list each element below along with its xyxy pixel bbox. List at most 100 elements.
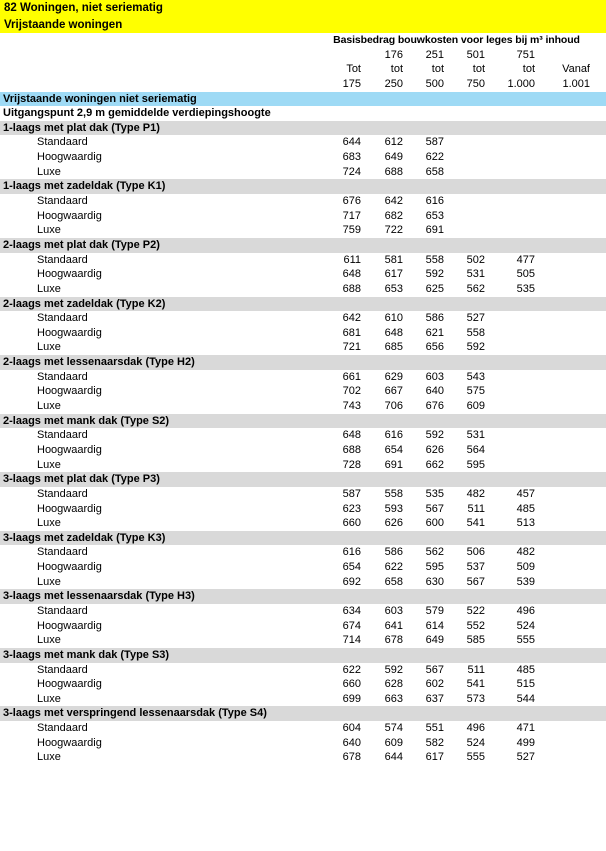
group-header-row: 2-laags met zadeldak (Type K2)	[0, 296, 606, 312]
row-label: Hoogwaardig	[37, 268, 102, 281]
table-row: Luxe 692 658 630 567 539	[0, 575, 606, 590]
group-title: 3-laags met verspringend lessenaarsdak (…	[3, 707, 267, 720]
value-cell: 743	[342, 400, 361, 413]
value-cell: 616	[384, 429, 403, 442]
value-cell: 603	[425, 370, 444, 383]
table-row: Luxe 721 685 656 592	[0, 340, 606, 355]
value-cell: 653	[384, 282, 403, 295]
value-cell: 485	[516, 663, 535, 676]
group-title: 3-laags met zadeldak (Type K3)	[3, 531, 166, 544]
banner-line-1: 82 Woningen, niet seriematig	[4, 2, 163, 14]
value-cell: 567	[466, 575, 485, 588]
group-header-row: 3-laags met mank dak (Type S3)	[0, 647, 606, 663]
value-cell: 527	[466, 312, 485, 325]
value-cell: 644	[384, 751, 403, 764]
value-cell: 562	[425, 546, 444, 559]
value-cell: 524	[516, 619, 535, 632]
value-cell: 617	[384, 268, 403, 281]
value-cell: 471	[516, 722, 535, 735]
value-cell: 663	[384, 692, 403, 705]
value-cell: 688	[384, 165, 403, 178]
table-row: Hoogwaardig 702 667 640 575	[0, 384, 606, 399]
group-title: 3-laags met plat dak (Type P3)	[3, 473, 160, 486]
table-row: Standaard 611 581 558 502 477	[0, 253, 606, 268]
value-cell: 537	[466, 561, 485, 574]
value-cell: 593	[384, 502, 403, 515]
value-cell: 648	[342, 429, 361, 442]
row-label: Hoogwaardig	[37, 326, 102, 339]
table-row: Standaard 648 616 592 531	[0, 428, 606, 443]
value-cell: 595	[425, 561, 444, 574]
value-cell: 524	[466, 736, 485, 749]
value-cell: 676	[342, 195, 361, 208]
table-row: Luxe 724 688 658	[0, 165, 606, 180]
header-cell: 176	[384, 48, 403, 61]
value-cell: 609	[384, 736, 403, 749]
table-row: Hoogwaardig 648 617 592 531 505	[0, 267, 606, 282]
group-header-row: 2-laags met plat dak (Type P2)	[0, 237, 606, 253]
value-cell: 724	[342, 165, 361, 178]
row-label: Standaard	[37, 487, 88, 500]
row-label: Standaard	[37, 136, 88, 149]
value-cell: 614	[425, 619, 444, 632]
value-cell: 535	[425, 487, 444, 500]
group-title: 3-laags met lessenaarsdak (Type H3)	[3, 590, 195, 603]
row-label: Luxe	[37, 692, 61, 705]
table-row: Luxe 759 722 691	[0, 223, 606, 238]
row-label: Luxe	[37, 751, 61, 764]
value-cell: 579	[425, 604, 444, 617]
row-label: Luxe	[37, 282, 61, 295]
value-cell: 621	[425, 326, 444, 339]
value-cell: 600	[425, 517, 444, 530]
value-cell: 511	[467, 502, 485, 515]
value-cell: 616	[342, 546, 361, 559]
row-label: Luxe	[37, 634, 61, 647]
header-cell: 750	[466, 77, 485, 90]
table-row: Standaard 634 603 579 522 496	[0, 604, 606, 619]
header-cell: tot	[390, 63, 403, 76]
value-cell: 505	[516, 268, 535, 281]
table-body: 1-laags met plat dak (Type P1) Standaard…	[0, 120, 606, 765]
header-cell: tot	[472, 63, 485, 76]
group-header-row: 1-laags met plat dak (Type P1)	[0, 120, 606, 136]
table-row: Hoogwaardig 681 648 621 558	[0, 326, 606, 341]
table-row: Luxe 699 663 637 573 544	[0, 692, 606, 707]
value-cell: 574	[384, 722, 403, 735]
value-cell: 654	[342, 561, 361, 574]
value-cell: 691	[425, 224, 444, 237]
value-cell: 649	[425, 634, 444, 647]
value-cell: 681	[342, 326, 361, 339]
value-cell: 482	[516, 546, 535, 559]
table-row: Standaard 622 592 567 511 485	[0, 663, 606, 678]
value-cell: 515	[516, 678, 535, 691]
value-cell: 676	[425, 400, 444, 413]
table-row: Standaard 644 612 587	[0, 135, 606, 150]
value-cell: 564	[466, 443, 485, 456]
value-cell: 602	[425, 678, 444, 691]
note-text: Uitgangspunt 2,9 m gemiddelde verdieping…	[3, 107, 271, 120]
group-header-row: 3-laags met zadeldak (Type K3)	[0, 530, 606, 546]
row-label: Standaard	[37, 195, 88, 208]
header-cell: 250	[384, 77, 403, 90]
group-title: 2-laags met plat dak (Type P2)	[3, 238, 160, 251]
value-cell: 531	[466, 268, 485, 281]
header-cell: 500	[425, 77, 444, 90]
header-cell: Tot	[346, 63, 361, 76]
group-title: 1-laags met plat dak (Type P1)	[3, 121, 160, 134]
table-row: Standaard 587 558 535 482 457	[0, 487, 606, 502]
value-cell: 610	[384, 312, 403, 325]
table-row: Luxe 688 653 625 562 535	[0, 282, 606, 297]
value-cell: 592	[466, 341, 485, 354]
value-cell: 595	[466, 458, 485, 471]
value-cell: 506	[466, 546, 485, 559]
row-label: Standaard	[37, 253, 88, 266]
value-cell: 642	[342, 312, 361, 325]
value-cell: 688	[342, 282, 361, 295]
value-cell: 714	[342, 634, 361, 647]
row-label: Hoogwaardig	[37, 619, 102, 632]
value-cell: 759	[342, 224, 361, 237]
header-cell: 501	[466, 48, 485, 61]
value-cell: 654	[384, 443, 403, 456]
group-header-row: 2-laags met mank dak (Type S2)	[0, 413, 606, 429]
value-cell: 728	[342, 458, 361, 471]
